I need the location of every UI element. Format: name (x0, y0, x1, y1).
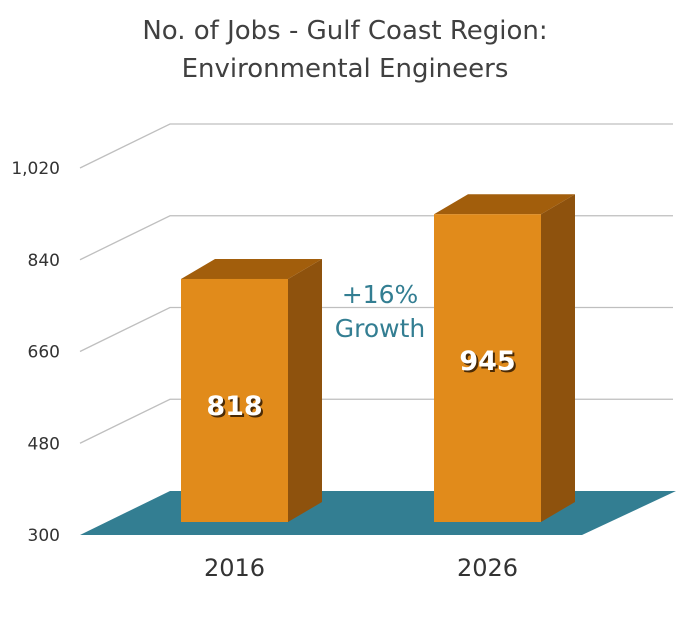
bar-top-2026 (434, 194, 575, 215)
y-tick-label-1020: 1,020 (11, 159, 60, 179)
chart-floor (80, 491, 676, 535)
gridline-840 (79, 215, 673, 261)
y-tick-label-300: 300 (28, 526, 60, 546)
chart-title: No. of Jobs - Gulf Coast Region: Environ… (0, 12, 690, 88)
bar-value-label-2016: 818 (206, 391, 262, 422)
bar-side-2026 (541, 194, 575, 522)
category-labels: 2016 2026 (204, 554, 518, 582)
y-tick-label-840: 840 (28, 251, 60, 271)
bar-value-label-2026: 945 (459, 346, 515, 377)
bar-top-2016 (181, 258, 322, 279)
annotation: +16% Growth (335, 280, 426, 343)
chart-title-line-1: No. of Jobs - Gulf Coast Region: (142, 16, 548, 46)
bar-front-2026 (434, 214, 541, 522)
floor-layer (80, 491, 676, 535)
y-tick-label-480: 480 (28, 434, 60, 454)
bar-value-shadow-2016: 818 (208, 393, 264, 424)
gridline-1020 (79, 123, 673, 169)
growth-annotation-label: Growth (335, 314, 426, 343)
chart-title-line-2: Environmental Engineers (181, 54, 509, 84)
bar-front-2016 (181, 278, 288, 522)
bar-side-2016 (288, 258, 322, 522)
y-tick-label-660: 660 (28, 343, 60, 363)
y-tick-labels: 300 480 660 840 1,020 (11, 159, 60, 546)
x-tick-label-2026: 2026 (457, 554, 518, 582)
growth-annotation-percent: +16% (342, 280, 419, 309)
x-tick-label-2016: 2016 (204, 554, 265, 582)
bar-value-shadow-2026: 945 (461, 348, 517, 379)
gridline-480 (79, 398, 673, 444)
